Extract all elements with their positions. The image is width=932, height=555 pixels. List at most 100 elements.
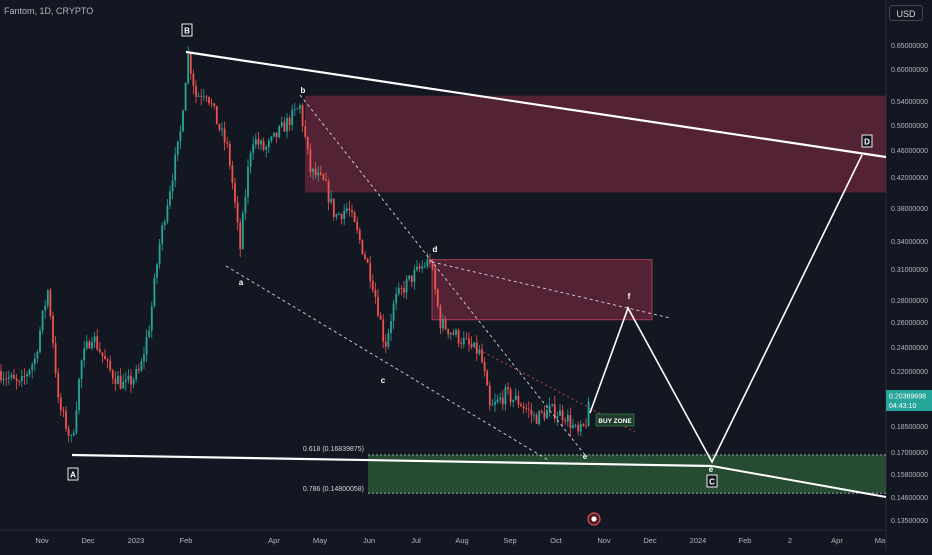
candle-body	[434, 268, 437, 290]
candle-body	[52, 315, 54, 344]
candle-body	[83, 348, 86, 361]
candle-body	[236, 202, 239, 223]
event-marker-inner	[591, 516, 597, 522]
candle-body	[356, 221, 359, 231]
candle-body	[507, 387, 509, 390]
candle-body	[382, 319, 385, 342]
candle-body	[187, 54, 190, 83]
candle-body	[582, 423, 585, 426]
candle-body	[197, 95, 200, 97]
time-tick-label: Aug	[455, 536, 468, 545]
candle-body	[231, 165, 234, 184]
candle-body	[260, 140, 262, 145]
candle-body	[54, 343, 57, 374]
candle-body	[171, 180, 174, 192]
time-tick-label: Sep	[503, 536, 516, 545]
candle-body	[267, 140, 270, 148]
candle-body	[421, 266, 424, 269]
candle-body	[283, 122, 286, 132]
candle-body	[67, 428, 70, 436]
candle-body	[143, 354, 145, 362]
symbol-title: Fantom, 1D, CRYPTO	[4, 6, 94, 16]
candle-body	[273, 132, 275, 137]
candle-body	[62, 410, 65, 412]
candle-body	[556, 415, 559, 419]
wave-label-b: b	[301, 86, 306, 95]
candle-body	[254, 139, 257, 145]
fib-0786-label: 0.786 (0.14800058)	[303, 486, 364, 493]
candle-body	[88, 341, 91, 349]
candle-body	[351, 210, 353, 213]
candle-body	[75, 410, 78, 433]
candle-body	[410, 275, 413, 283]
candle-body	[169, 191, 171, 206]
candle-body	[145, 337, 148, 355]
candle-body	[106, 359, 109, 361]
time-tick-label: Dec	[643, 536, 657, 545]
candle-body	[119, 375, 122, 389]
price-tick-label: 0.38000000	[891, 206, 928, 213]
wave-label-C: C	[709, 478, 715, 487]
candle-body	[132, 379, 135, 385]
candle-body	[18, 381, 21, 382]
candle-body	[416, 266, 418, 270]
time-tick-label: Feb	[180, 536, 193, 545]
candle-body	[306, 136, 309, 150]
candle-body	[226, 142, 229, 144]
time-tick-label: 2024	[690, 536, 707, 545]
candle-body	[504, 387, 507, 405]
upper-trendline	[185, 50, 887, 159]
current-price-countdown: 04:43:10	[889, 403, 916, 410]
candle-body	[93, 336, 96, 343]
wave-label-B: B	[184, 27, 190, 36]
candle-body	[28, 369, 31, 375]
candle-body	[569, 415, 572, 428]
price-tick-label: 0.31000000	[891, 267, 928, 274]
candle-body	[408, 275, 411, 280]
candle-body	[202, 96, 205, 98]
candle-body	[444, 318, 447, 330]
wave-label-f: f	[628, 292, 631, 301]
candle-body	[392, 303, 395, 322]
candle-body	[364, 254, 366, 259]
candle-body	[96, 336, 99, 350]
candle-body	[587, 401, 590, 426]
wave-d-f-line	[431, 261, 671, 319]
candle-body	[553, 404, 556, 419]
candle-body	[345, 208, 348, 211]
candle-body	[275, 132, 278, 138]
wave-label-D-box	[861, 134, 873, 148]
currency-button[interactable]: USD	[889, 5, 923, 21]
candle-body	[135, 369, 138, 380]
wave-label-e-projected: e	[709, 465, 714, 474]
time-tick-label: Jul	[411, 536, 421, 545]
price-tick-label: 0.50000000	[891, 123, 928, 130]
candle-body	[481, 349, 483, 363]
candle-body	[455, 330, 457, 335]
candle-body	[403, 288, 405, 293]
wave-label-B-box	[181, 23, 193, 37]
candle-body	[540, 410, 543, 413]
candle-body	[579, 423, 582, 432]
candle-body	[156, 264, 158, 278]
candle-body	[447, 329, 450, 335]
candle-body	[70, 435, 73, 436]
time-tick-label: May	[313, 536, 327, 545]
price-tick-label: 0.26000000	[891, 320, 928, 327]
candle-body	[501, 397, 504, 405]
candle-body	[41, 310, 44, 331]
time-tick-label: 2023	[128, 536, 145, 545]
candle-body	[327, 180, 330, 203]
time-tick-label: Nov	[597, 536, 611, 545]
candle-body	[252, 144, 255, 153]
candle-body	[397, 287, 400, 294]
wave-label-A-box	[67, 467, 79, 481]
wave-label-d: d	[433, 245, 438, 254]
candle-body	[527, 408, 530, 410]
candle-body	[36, 351, 39, 359]
candle-body	[72, 432, 75, 436]
candle-body	[514, 395, 517, 400]
candle-body	[418, 266, 421, 269]
